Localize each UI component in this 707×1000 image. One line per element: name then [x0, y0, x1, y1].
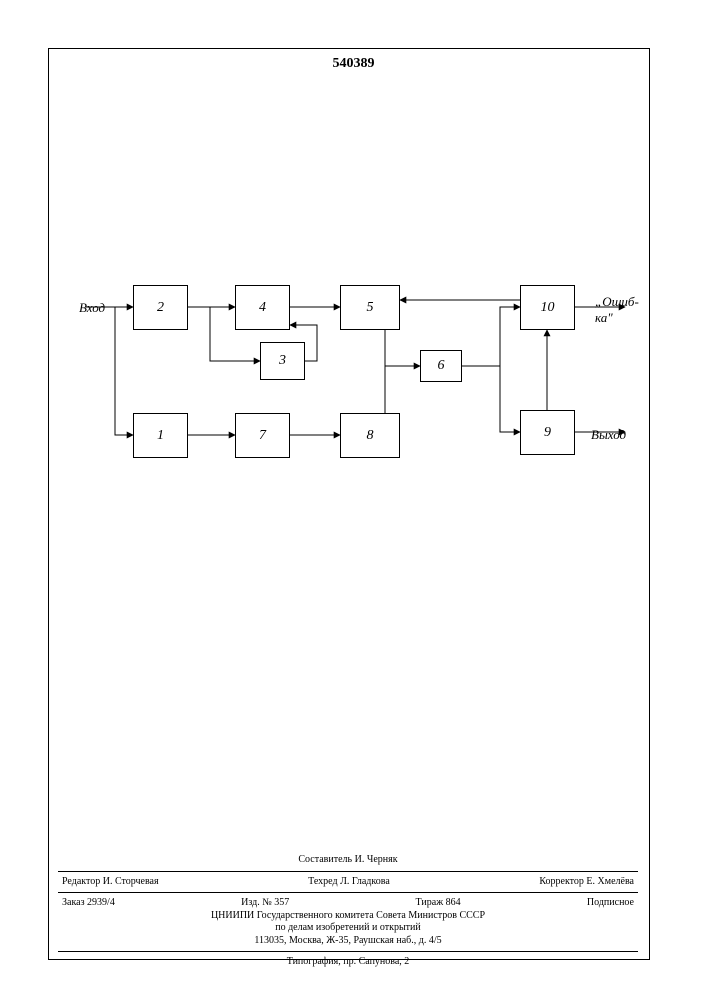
label-input: Вход [79, 300, 105, 316]
footer-corrector: Корректор Е. Хмелёва [539, 876, 634, 889]
footer-izd: Изд. № 357 [241, 897, 289, 910]
block-7: 7 [235, 413, 290, 458]
footer-typography: Типография, пр. Сапунова, 2 [58, 956, 638, 969]
block-10: 10 [520, 285, 575, 330]
edge-6-10 [500, 307, 520, 366]
block-3: 3 [260, 342, 305, 380]
block-7-label: 7 [259, 428, 266, 444]
footer-tirazh: Тираж 864 [416, 897, 461, 910]
block-1-label: 1 [157, 428, 164, 444]
block-4-label: 4 [259, 300, 266, 316]
label-output: Выход [591, 427, 626, 443]
footer-org-2: по делам изобретений и открытий [58, 922, 638, 935]
edge-in-down [115, 307, 133, 435]
patent-number: 540389 [0, 56, 707, 72]
block-diagram: 1 2 3 4 5 6 7 8 9 10 Вход „Ошиб-ка" Выхо… [85, 280, 625, 510]
block-3-label: 3 [279, 353, 286, 369]
footer-rule-2 [58, 892, 638, 893]
label-error: „Ошиб-ка" [595, 294, 639, 326]
footer-order: Заказ 2939/4 [62, 897, 115, 910]
footer-rule-1 [58, 871, 638, 872]
edge-5-6 [385, 330, 420, 366]
footer-editor: Редактор И. Сторчевая [62, 876, 159, 889]
edge-6-9 [500, 366, 520, 432]
block-6-label: 6 [438, 358, 445, 374]
footer-org-3: 113035, Москва, Ж-35, Раушская наб., д. … [58, 935, 638, 948]
block-2: 2 [133, 285, 188, 330]
footer-podpisnoe: Подписное [587, 897, 634, 910]
footer-techred: Техред Л. Гладкова [308, 876, 390, 889]
block-9: 9 [520, 410, 575, 455]
footer-compiler: Составитель И. Черняк [58, 854, 638, 867]
block-2-label: 2 [157, 300, 164, 316]
block-10-label: 10 [541, 300, 555, 316]
imprint-footer: Составитель И. Черняк Редактор И. Сторче… [58, 854, 638, 969]
block-9-label: 9 [544, 425, 551, 441]
block-5: 5 [340, 285, 400, 330]
block-4: 4 [235, 285, 290, 330]
block-8: 8 [340, 413, 400, 458]
block-8-label: 8 [367, 428, 374, 444]
block-1: 1 [133, 413, 188, 458]
footer-rule-3 [58, 951, 638, 952]
block-6: 6 [420, 350, 462, 382]
block-5-label: 5 [367, 300, 374, 316]
footer-org-1: ЦНИИПИ Государственного комитета Совета … [58, 910, 638, 923]
